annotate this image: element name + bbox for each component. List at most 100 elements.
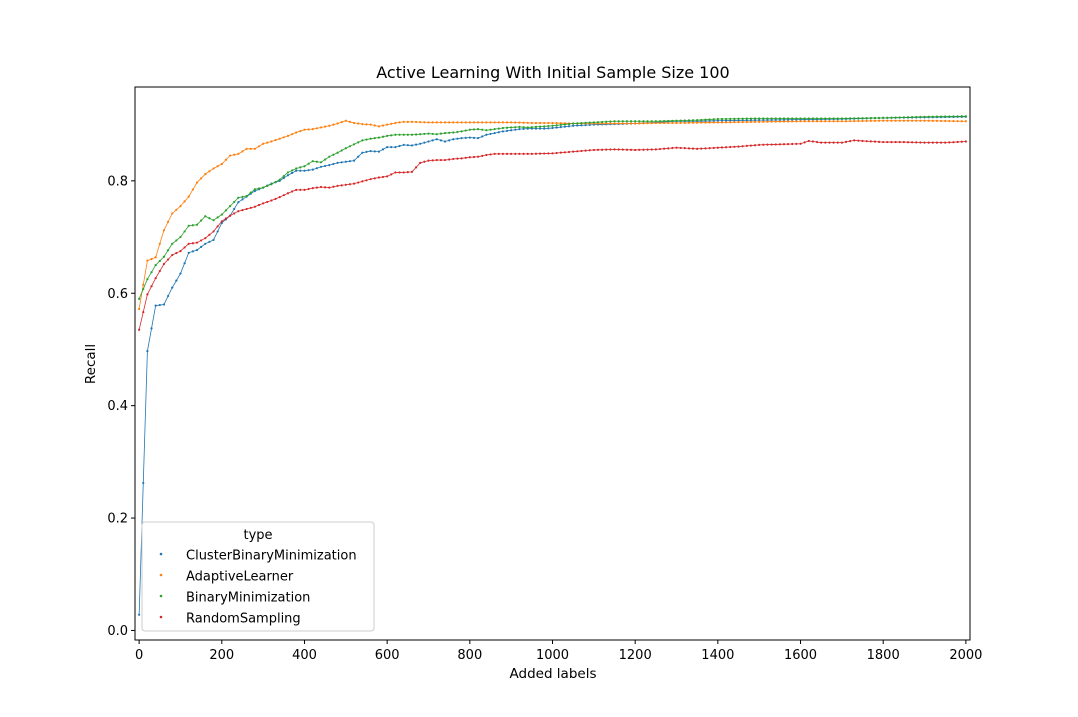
- data-point: [543, 127, 546, 130]
- data-point: [344, 147, 347, 150]
- data-point: [220, 162, 223, 166]
- data-point: [617, 148, 620, 151]
- data-point: [224, 209, 228, 212]
- data-point: [580, 149, 583, 153]
- data-point: [233, 153, 236, 156]
- data-point: [944, 141, 947, 144]
- data-point: [307, 187, 310, 191]
- data-point: [468, 136, 471, 139]
- data-point: [423, 141, 426, 144]
- data-point: [741, 119, 744, 122]
- data-point: [456, 130, 459, 134]
- data-point: [915, 119, 918, 122]
- data-point: [303, 169, 306, 172]
- data-point: [505, 121, 509, 124]
- data-point: [559, 126, 562, 129]
- data-point: [146, 293, 149, 296]
- data-point: [220, 213, 223, 216]
- data-point: [460, 157, 463, 160]
- data-point: [295, 188, 298, 191]
- data-point: [567, 125, 571, 128]
- data-point: [824, 120, 827, 123]
- data-point: [944, 119, 947, 123]
- data-point: [286, 174, 290, 177]
- data-point: [212, 238, 215, 241]
- data-point: [534, 121, 538, 125]
- data-point: [613, 122, 616, 125]
- data-point: [939, 115, 943, 118]
- data-point: [150, 285, 153, 288]
- data-point: [675, 146, 678, 149]
- data-point: [815, 120, 819, 123]
- data-point: [700, 121, 703, 124]
- data-point: [931, 119, 934, 122]
- data-point: [609, 122, 612, 125]
- data-point: [687, 119, 691, 122]
- data-point: [960, 120, 963, 123]
- data-point: [311, 160, 314, 163]
- legend-marker: [159, 552, 163, 556]
- data-point: [530, 126, 533, 129]
- data-point: [142, 283, 145, 286]
- data-point: [262, 186, 265, 189]
- data-point: [815, 117, 819, 120]
- data-point: [187, 251, 190, 254]
- data-point: [749, 117, 753, 120]
- data-point: [658, 120, 662, 123]
- data-point: [489, 153, 492, 156]
- data-point: [435, 133, 438, 136]
- data-point: [584, 124, 587, 127]
- data-point: [208, 217, 211, 220]
- data-point: [348, 145, 352, 148]
- data-point: [158, 303, 161, 307]
- data-point: [166, 220, 170, 223]
- series-BinaryMinimization: [138, 115, 967, 300]
- data-point: [448, 131, 451, 134]
- data-point: [270, 199, 273, 202]
- data-point: [617, 122, 620, 125]
- data-point: [696, 147, 699, 150]
- data-point: [212, 167, 215, 170]
- data-point: [377, 125, 380, 128]
- data-point: [443, 158, 447, 162]
- data-point: [877, 140, 881, 143]
- x-tick-label: 400: [292, 648, 317, 663]
- data-point: [964, 115, 967, 118]
- data-point: [716, 121, 719, 124]
- series-RandomSampling: [138, 139, 967, 331]
- data-point: [158, 259, 161, 263]
- data-point: [720, 117, 724, 121]
- data-point: [857, 117, 860, 120]
- data-point: [423, 132, 426, 136]
- data-point: [290, 133, 294, 136]
- data-point: [377, 176, 380, 179]
- data-point: [146, 259, 149, 262]
- data-point: [679, 119, 682, 122]
- data-point: [563, 123, 567, 126]
- data-point: [931, 141, 934, 144]
- data-point: [526, 126, 529, 129]
- data-point: [530, 152, 533, 155]
- data-point: [452, 131, 455, 134]
- data-point: [844, 140, 848, 143]
- data-point: [923, 115, 926, 118]
- data-point: [423, 121, 426, 124]
- data-point: [357, 141, 360, 144]
- data-point: [373, 137, 376, 140]
- data-point: [501, 130, 504, 133]
- data-point: [452, 157, 455, 161]
- data-point: [233, 207, 236, 211]
- data-point: [257, 203, 261, 207]
- data-point: [650, 148, 653, 151]
- data-point: [191, 224, 194, 227]
- data-point: [282, 194, 285, 197]
- data-point: [423, 160, 426, 163]
- data-point: [435, 158, 438, 162]
- data-point: [336, 151, 339, 154]
- data-point: [410, 170, 414, 173]
- data-point: [853, 117, 856, 120]
- data-point: [253, 147, 256, 150]
- data-point: [778, 120, 781, 123]
- data-point: [886, 116, 889, 119]
- data-point: [911, 141, 914, 144]
